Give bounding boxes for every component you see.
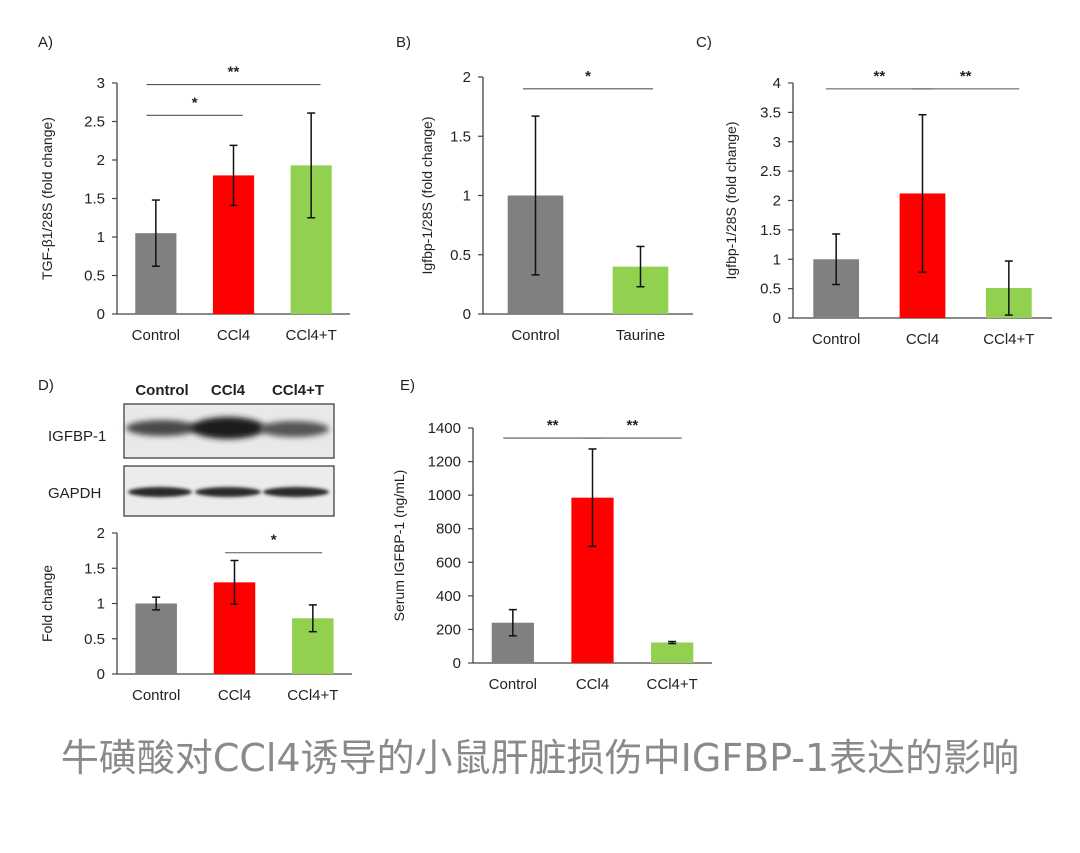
y-tick-label: 1.5 bbox=[760, 222, 781, 239]
y-axis-label: Igfbp-1/28S (fold change) bbox=[723, 122, 739, 280]
significance-marker: ** bbox=[547, 417, 559, 434]
figure: A) B) C) D) E) 0 0.5 1 1.5 2 2.5 3 TGF-β1/28S (… bbox=[38, 34, 1052, 704]
y-tick-label: 0.5 bbox=[760, 281, 781, 298]
y-tick-label: 200 bbox=[436, 621, 461, 638]
blot-band bbox=[126, 420, 198, 436]
x-category-label: Control bbox=[132, 687, 180, 704]
x-category-label: CCl4 bbox=[218, 687, 251, 704]
western-blot: Control CCl4 CCl4+T IGFBP-1 GAPDH bbox=[48, 382, 335, 517]
y-tick-label: 1 bbox=[463, 188, 471, 205]
x-category-label: CCl4+T bbox=[647, 676, 698, 693]
x-category-label: Control bbox=[132, 327, 180, 344]
y-tick-label: 2 bbox=[773, 193, 781, 210]
blot-band bbox=[191, 417, 265, 439]
y-tick-label: 0 bbox=[97, 306, 105, 323]
panel-label-a: A) bbox=[38, 34, 53, 51]
y-tick-label: 0 bbox=[773, 310, 781, 327]
y-tick-label: 1200 bbox=[428, 454, 461, 471]
x-category-label: CCl4 bbox=[576, 676, 609, 693]
significance-marker: ** bbox=[626, 417, 638, 434]
y-tick-label: 2.5 bbox=[84, 114, 105, 131]
y-tick-label: 3 bbox=[97, 75, 105, 92]
significance-marker: * bbox=[585, 68, 591, 85]
y-tick-label: 3.5 bbox=[760, 104, 781, 121]
y-tick-label: 1.5 bbox=[450, 128, 471, 145]
y-tick-label: 1000 bbox=[428, 487, 461, 504]
blot-lane-label: CCl4+T bbox=[272, 382, 324, 399]
y-tick-label: 800 bbox=[436, 521, 461, 538]
x-category-label: CCl4+T bbox=[287, 687, 338, 704]
chart-c-igfbp1: 0 0.5 1 1.5 2 2.5 3 3.5 4 Igfbp-1/28S (fold chang… bbox=[723, 68, 1052, 348]
figure-caption: 牛磺酸对CCl4诱导的小鼠肝脏损伤中IGFBP-1表达的影响 bbox=[60, 736, 1020, 780]
significance-marker: ** bbox=[960, 68, 972, 85]
x-category-label: Control bbox=[812, 331, 860, 348]
panel-label-c: C) bbox=[696, 34, 712, 51]
blot-band bbox=[263, 487, 329, 497]
y-tick-label: 0 bbox=[97, 666, 105, 683]
y-tick-label: 0.5 bbox=[84, 268, 105, 285]
blot-band bbox=[259, 421, 329, 437]
y-tick-label: 1400 bbox=[428, 420, 461, 437]
blot-band bbox=[128, 487, 192, 497]
x-category-label: CCl4 bbox=[906, 331, 939, 348]
y-tick-label: 3 bbox=[773, 134, 781, 151]
panel-label-e: E) bbox=[400, 377, 415, 394]
y-axis-label: Fold change bbox=[39, 565, 55, 642]
y-tick-label: 1.5 bbox=[84, 560, 105, 577]
chart-d-fold-change: 0 0.5 1 1.5 2 Fold change Control CCl4 CCl4+T * bbox=[39, 525, 352, 704]
y-tick-label: 0 bbox=[463, 306, 471, 323]
y-tick-label: 0.5 bbox=[84, 631, 105, 648]
x-category-label: Control bbox=[489, 676, 537, 693]
chart-b-igfbp1-taurine: 0 0.5 1 1.5 2 Igfbp-1/28S (fold change) Contro… bbox=[419, 68, 693, 344]
blot-band bbox=[195, 487, 261, 497]
chart-e-serum-igfbp1: 0 200 400 600 800 1000 1200 1400 Serum IGFBP-1 (… bbox=[391, 417, 712, 693]
chart-a-tgf-beta1: 0 0.5 1 1.5 2 2.5 3 TGF-β1/28S (fold change) Con… bbox=[39, 64, 350, 344]
significance-marker: ** bbox=[873, 68, 885, 85]
blot-lane-label: Control bbox=[135, 382, 188, 399]
y-tick-label: 4 bbox=[773, 75, 781, 92]
y-tick-label: 2.5 bbox=[760, 163, 781, 180]
y-tick-label: 1 bbox=[97, 596, 105, 613]
y-tick-label: 2 bbox=[97, 152, 105, 169]
y-tick-label: 400 bbox=[436, 588, 461, 605]
y-tick-label: 2 bbox=[463, 69, 471, 86]
significance-marker: ** bbox=[228, 64, 240, 81]
significance-marker: * bbox=[192, 94, 198, 111]
x-category-label: CCl4+T bbox=[286, 327, 337, 344]
panel-label-b: B) bbox=[396, 34, 411, 51]
x-category-label: Taurine bbox=[616, 327, 665, 344]
bar bbox=[135, 603, 177, 674]
y-tick-label: 0 bbox=[453, 655, 461, 672]
bar bbox=[651, 642, 694, 663]
x-category-label: CCl4+T bbox=[983, 331, 1034, 348]
blot-row-label: IGFBP-1 bbox=[48, 428, 106, 445]
y-tick-label: 600 bbox=[436, 554, 461, 571]
significance-marker: * bbox=[271, 532, 277, 549]
panel-label-d: D) bbox=[38, 377, 54, 394]
y-axis-label: Serum IGFBP-1 (ng/mL) bbox=[391, 470, 407, 622]
y-tick-label: 0.5 bbox=[450, 247, 471, 264]
y-axis-label: TGF-β1/28S (fold change) bbox=[39, 117, 55, 280]
y-tick-label: 2 bbox=[97, 525, 105, 542]
blot-lane-label: CCl4 bbox=[211, 382, 246, 399]
x-category-label: CCl4 bbox=[217, 327, 250, 344]
y-tick-label: 1 bbox=[773, 251, 781, 268]
y-tick-label: 1.5 bbox=[84, 191, 105, 208]
blot-row-label: GAPDH bbox=[48, 485, 101, 502]
x-category-label: Control bbox=[511, 327, 559, 344]
y-tick-label: 1 bbox=[97, 229, 105, 246]
y-axis-label: Igfbp-1/28S (fold change) bbox=[419, 117, 435, 275]
